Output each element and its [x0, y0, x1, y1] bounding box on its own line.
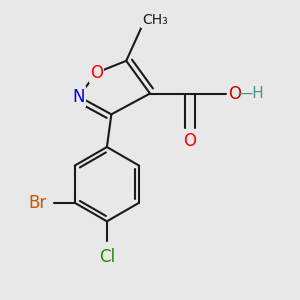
Text: N: N — [72, 88, 85, 106]
Text: Cl: Cl — [99, 248, 115, 266]
Text: O: O — [184, 132, 196, 150]
Text: CH₃: CH₃ — [142, 13, 168, 27]
Text: Br: Br — [28, 194, 46, 212]
Text: O: O — [228, 85, 241, 103]
Text: O: O — [90, 64, 103, 82]
Text: —H: —H — [237, 86, 264, 101]
